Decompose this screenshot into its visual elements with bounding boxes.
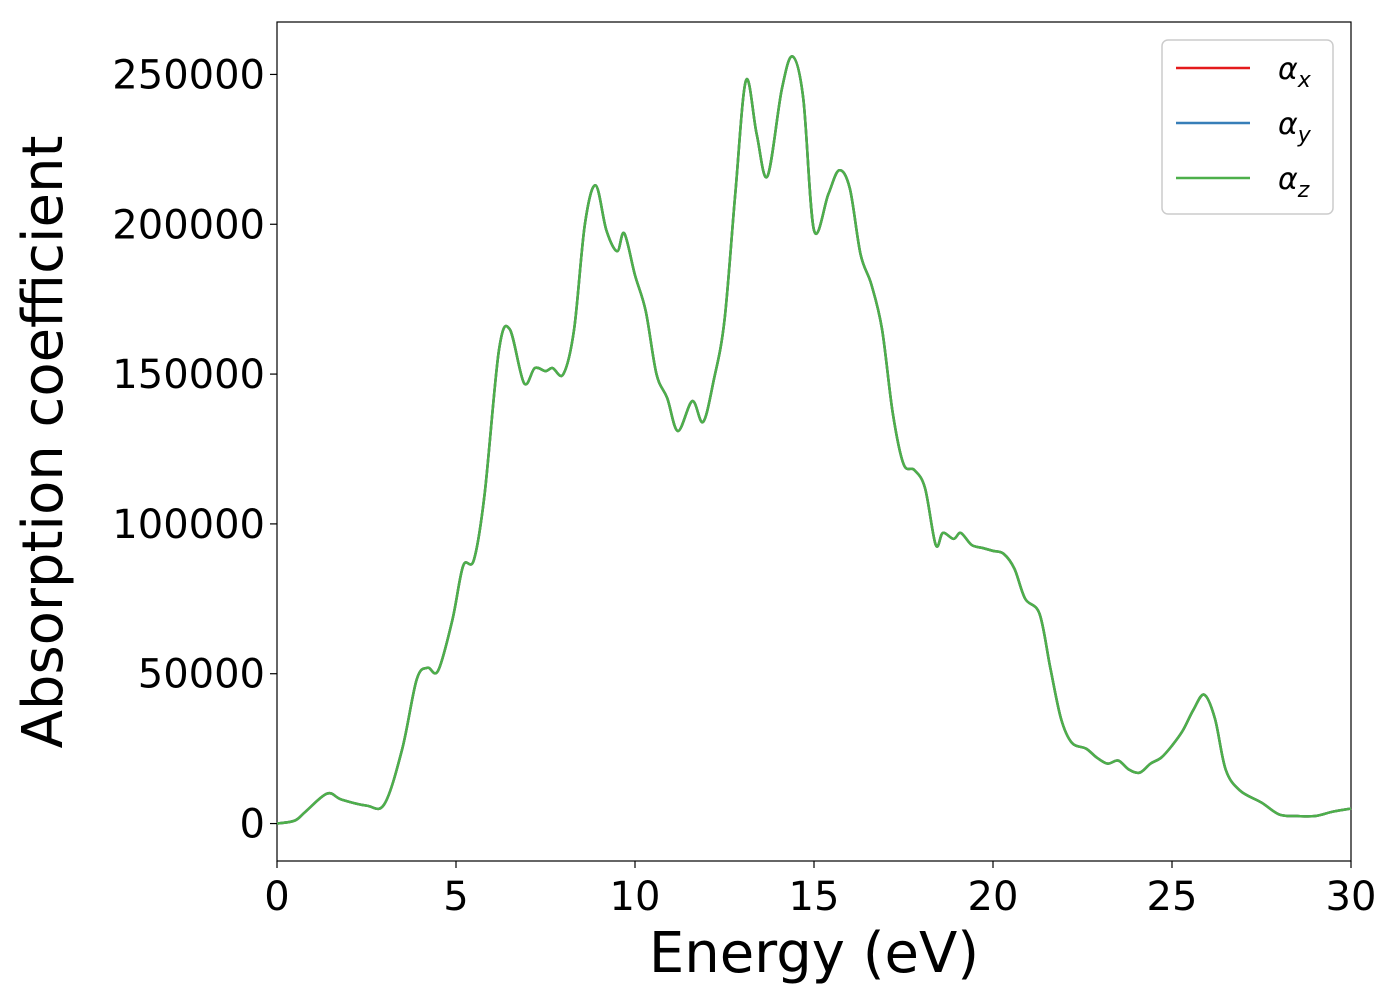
y-tick-label: 250000 (112, 52, 265, 98)
y-axis-title: Absorption coefficient (11, 136, 76, 749)
x-tick-label: 30 (1326, 874, 1377, 920)
legend-box (1161, 39, 1334, 215)
series-layer (276, 55, 1352, 825)
y-tick-label: 100000 (112, 502, 265, 548)
x-tick-label: 0 (264, 874, 289, 920)
legend-label-1: αx (1278, 52, 1312, 93)
y-axis-ticks: 0 50000 100000 150000 200000 250000 (112, 52, 277, 848)
legend-label-3: αz (1278, 162, 1310, 203)
x-tick-label: 5 (443, 874, 468, 920)
x-tick-label: 25 (1147, 874, 1198, 920)
legend-label-2: αy (1278, 107, 1312, 148)
y-tick-label: 0 (240, 802, 265, 848)
x-tick-label: 10 (610, 874, 661, 920)
x-axis-ticks: 0 5 10 15 20 25 30 (264, 861, 1376, 920)
series-line-3 (276, 55, 1352, 825)
legend: αx αy αz (1161, 39, 1334, 215)
x-tick-label: 20 (968, 874, 1019, 920)
y-tick-label: 50000 (138, 652, 265, 698)
x-axis-title: Energy (eV) (649, 921, 979, 986)
x-tick-label: 15 (789, 874, 840, 920)
y-tick-label: 150000 (112, 352, 265, 398)
y-tick-label: 200000 (112, 202, 265, 248)
